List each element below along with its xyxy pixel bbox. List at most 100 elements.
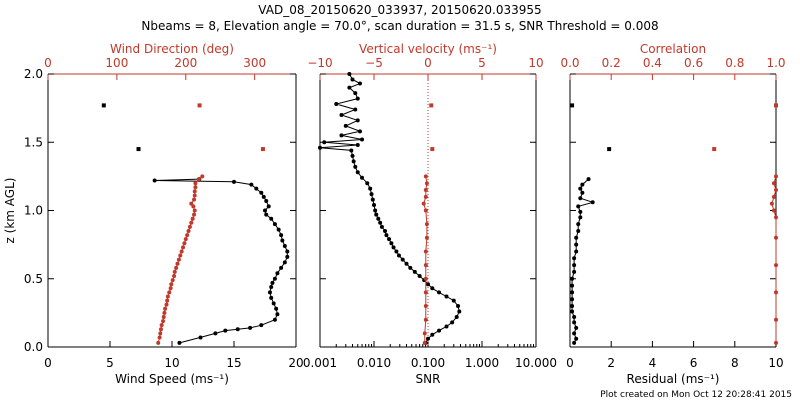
point-vertical-velocity bbox=[422, 331, 427, 336]
x-tick-label-wind: 15 bbox=[226, 356, 241, 370]
point-correlation bbox=[771, 194, 776, 199]
point-wind-speed bbox=[285, 254, 290, 259]
point-wind-speed bbox=[259, 190, 264, 195]
point-wind-speed bbox=[279, 233, 284, 238]
point-residual bbox=[574, 249, 579, 254]
point-correlation bbox=[769, 201, 774, 206]
x-tick-label-vertical: 0.001 bbox=[303, 356, 337, 370]
title-line-2: Nbeams = 8, Elevation angle = 70.0°, sca… bbox=[141, 19, 658, 33]
top-tick-label-residual: 0.2 bbox=[602, 56, 621, 70]
point-wind-speed bbox=[272, 317, 277, 322]
point-wind-direction bbox=[181, 245, 186, 250]
point-correlation bbox=[771, 181, 776, 186]
point-snr bbox=[408, 265, 413, 270]
point-wind-direction bbox=[189, 220, 194, 225]
top-tick-label-vertical: −5 bbox=[365, 56, 383, 70]
point-residual bbox=[570, 276, 575, 281]
point-wind-direction bbox=[192, 189, 197, 194]
x-axis-title-vertical: SNR bbox=[416, 372, 441, 386]
point-wind-direction bbox=[162, 310, 167, 315]
point-vertical-velocity bbox=[423, 249, 428, 254]
top-axis-title-residual: Correlation bbox=[640, 42, 706, 56]
point-wind-speed bbox=[198, 335, 203, 340]
point-correlation bbox=[774, 235, 778, 240]
x-tick-label-residual: 8 bbox=[731, 356, 739, 370]
x-tick-label-wind: 5 bbox=[106, 356, 114, 370]
point-vertical-velocity bbox=[423, 276, 428, 281]
y-tick-label: 1.0 bbox=[24, 204, 43, 218]
point-wind-direction bbox=[193, 181, 198, 186]
point-snr bbox=[437, 328, 442, 333]
point-correlation bbox=[774, 215, 778, 220]
point-wind-speed bbox=[261, 194, 266, 199]
point-wind-speed bbox=[269, 295, 274, 300]
point-residual bbox=[572, 331, 577, 336]
point-wind-speed bbox=[152, 178, 157, 183]
point-snr bbox=[339, 112, 344, 117]
point-snr bbox=[454, 314, 459, 319]
point-wind-direction bbox=[158, 327, 163, 332]
top-tick-label-residual: 1.0 bbox=[766, 56, 785, 70]
point-wind-speed bbox=[269, 284, 274, 289]
point-wind-speed bbox=[271, 301, 276, 306]
isolated-point-vertical-velocity bbox=[429, 103, 434, 108]
point-residual bbox=[572, 256, 577, 261]
top-tick-label-wind: 200 bbox=[174, 56, 197, 70]
x-tick-label-residual: 10 bbox=[768, 356, 783, 370]
point-snr bbox=[360, 137, 365, 142]
x-tick-label-wind: 0 bbox=[44, 356, 52, 370]
point-wind-direction bbox=[163, 306, 168, 311]
point-wind-direction bbox=[164, 302, 169, 307]
point-snr bbox=[456, 304, 461, 309]
top-tick-label-vertical: 5 bbox=[478, 56, 486, 70]
point-snr bbox=[369, 192, 374, 197]
point-snr bbox=[322, 140, 327, 145]
point-vertical-velocity bbox=[421, 201, 426, 206]
point-residual bbox=[578, 209, 583, 214]
top-tick-label-wind: 300 bbox=[243, 56, 266, 70]
point-residual bbox=[570, 283, 575, 288]
point-vertical-velocity bbox=[423, 194, 428, 199]
point-correlation bbox=[774, 174, 778, 179]
point-wind-speed bbox=[235, 327, 240, 332]
point-snr bbox=[374, 212, 379, 217]
point-snr bbox=[350, 77, 355, 82]
x-tick-label-wind: 10 bbox=[164, 356, 179, 370]
isolated-point-correlation bbox=[712, 147, 717, 152]
point-correlation bbox=[774, 290, 778, 295]
point-snr bbox=[426, 336, 430, 341]
point-residual bbox=[572, 314, 577, 319]
point-wind-direction bbox=[174, 265, 179, 270]
point-wind-speed bbox=[282, 243, 287, 248]
point-wind-speed bbox=[270, 280, 275, 285]
point-snr bbox=[391, 245, 396, 250]
isolated-point-wind-speed bbox=[101, 103, 106, 108]
point-residual bbox=[572, 340, 577, 345]
point-wind-speed bbox=[276, 227, 281, 232]
point-snr bbox=[355, 118, 360, 123]
point-wind-speed bbox=[279, 265, 284, 270]
y-axis-title: z (km AGL) bbox=[3, 178, 17, 244]
point-residual bbox=[578, 186, 583, 191]
point-wind-direction bbox=[182, 241, 187, 246]
point-snr bbox=[430, 286, 435, 291]
point-wind-direction bbox=[185, 233, 190, 238]
point-snr bbox=[417, 274, 422, 279]
point-wind-direction bbox=[175, 261, 180, 266]
point-snr bbox=[379, 224, 384, 229]
point-residual bbox=[580, 190, 585, 195]
point-snr bbox=[444, 324, 449, 329]
top-tick-label-residual: 0.0 bbox=[560, 56, 579, 70]
isolated-point-residual bbox=[607, 147, 612, 152]
point-snr bbox=[353, 91, 358, 96]
point-snr bbox=[451, 298, 456, 303]
point-wind-direction bbox=[193, 185, 198, 190]
point-wind-direction bbox=[165, 294, 170, 299]
point-wind-speed bbox=[275, 312, 280, 317]
top-tick-label-residual: 0.6 bbox=[684, 56, 703, 70]
top-tick-label-vertical: −10 bbox=[307, 56, 332, 70]
point-snr bbox=[384, 233, 389, 238]
isolated-point-wind-direction bbox=[260, 147, 265, 152]
point-residual bbox=[576, 204, 581, 209]
point-snr bbox=[394, 249, 399, 254]
